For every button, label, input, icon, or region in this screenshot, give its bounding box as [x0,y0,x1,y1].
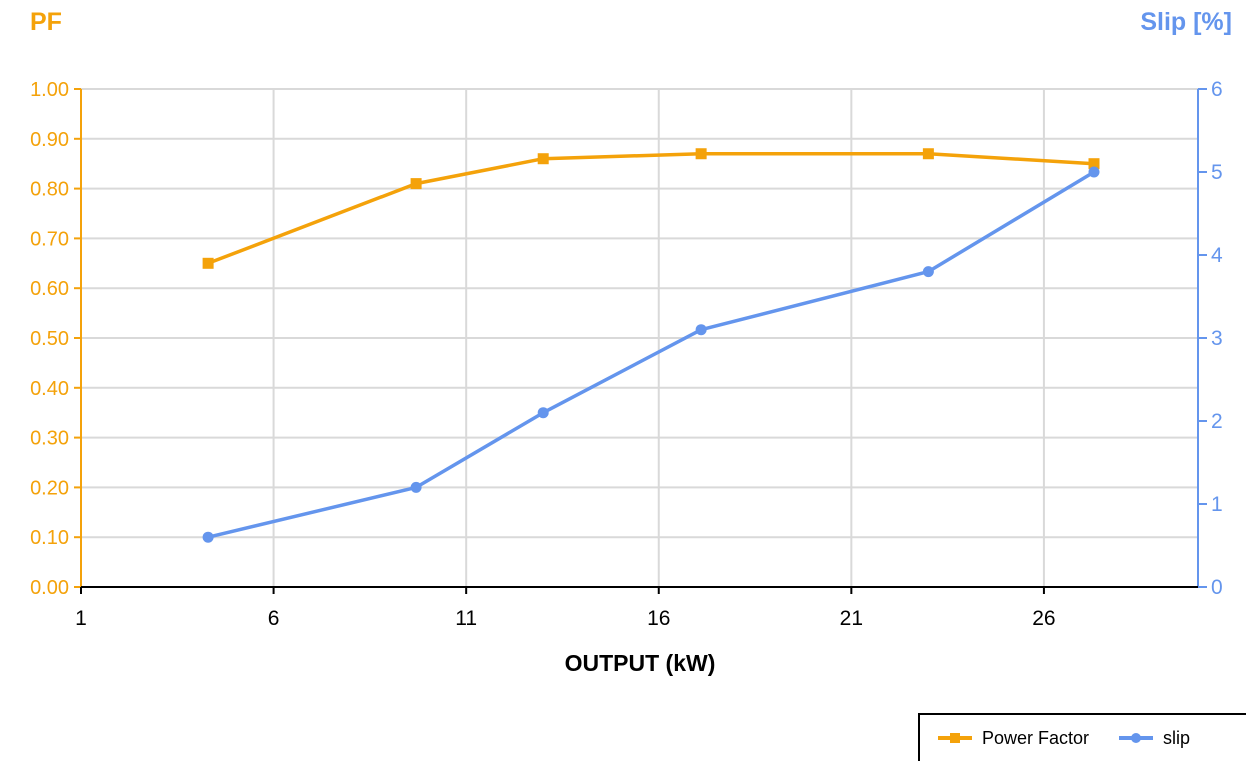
y-left-tick-label: 0.30 [30,428,69,450]
x-tick-label: 6 [268,607,280,630]
data-point-power-factor [202,257,214,269]
legend-item-slip: slip [1119,728,1190,749]
y-right-tick-label: 4 [1211,244,1223,267]
data-point-slip [410,481,422,493]
legend-item-power-factor: Power Factor [938,728,1089,749]
y-left-tick-label: 0.00 [30,577,69,599]
x-tick-label: 21 [840,607,863,630]
data-point-slip [695,324,707,336]
y-left-tick-label: 0.80 [30,179,69,201]
left-axis-title: PF [30,8,62,36]
y-right-tick-label: 2 [1211,410,1223,433]
y-left-tick-label: 1.00 [30,79,69,101]
data-point-power-factor [410,178,422,190]
legend: Power Factor slip [918,713,1246,761]
data-point-slip [202,531,214,543]
legend-swatch-power-factor [938,731,972,745]
legend-label-power-factor: Power Factor [982,727,1090,748]
legend-swatch-slip [1119,731,1154,745]
y-left-tick-label: 0.90 [30,129,69,151]
x-tick-label: 26 [1032,607,1055,630]
x-tick-label: 11 [455,607,477,630]
legend-label-slip: slip [1163,727,1191,748]
y-left-tick-label: 0.70 [30,228,69,250]
y-left-tick-label: 0.40 [30,378,69,400]
right-axis-title: Slip [%] [1140,8,1232,36]
y-left-tick-label: 0.50 [30,328,69,350]
data-point-power-factor [537,153,549,165]
y-left-tick-label: 0.60 [30,278,69,300]
series-line-power-factor [207,151,1095,265]
data-point-slip [537,407,549,419]
data-point-slip [1088,166,1100,178]
x-tick-label: 1 [75,607,87,630]
data-point-power-factor [695,148,707,160]
y-right-tick-label: 3 [1211,327,1223,350]
series-line-slip [207,170,1095,539]
data-point-slip [922,266,934,278]
x-tick-label: 16 [647,607,670,630]
data-point-power-factor [922,148,934,160]
y-right-tick-label: 1 [1211,493,1223,516]
y-right-tick-label: 5 [1211,161,1223,184]
y-left-tick-label: 0.20 [30,477,69,499]
data-point-power-factor [1088,158,1100,170]
x-axis-title: OUTPUT (kW) [564,650,716,676]
y-right-tick-label: 6 [1211,78,1223,101]
y-left-tick-label: 0.10 [30,527,69,549]
y-right-tick-label: 0 [1211,576,1223,599]
